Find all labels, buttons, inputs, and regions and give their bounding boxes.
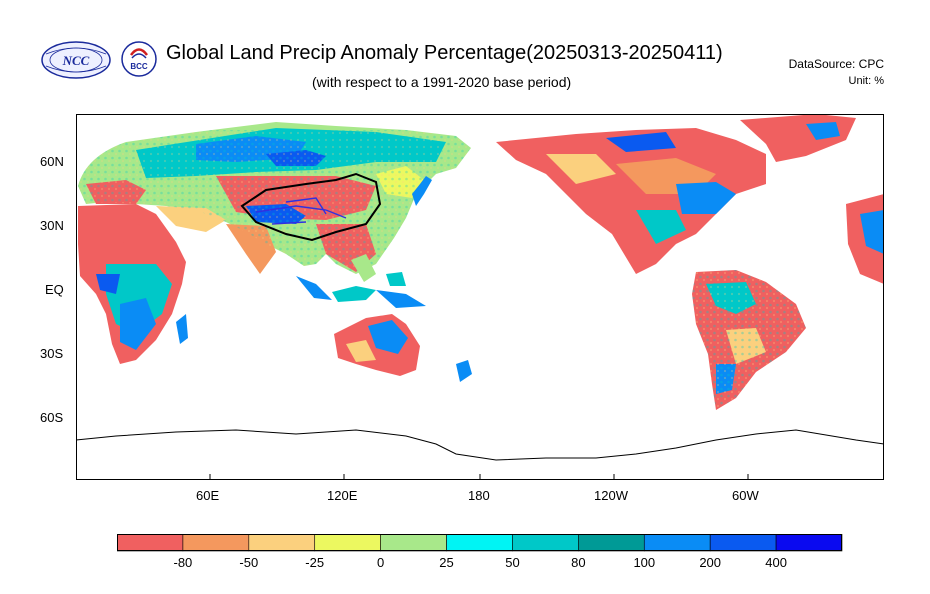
colorbar-cell [182, 534, 250, 552]
land-anomaly-layer [78, 114, 884, 410]
colorbar-cell [775, 534, 843, 552]
unit-label: Unit: % [848, 75, 884, 87]
colorbar-cell [248, 534, 316, 552]
lon-label-60e: 60E [196, 488, 220, 503]
precip-anomaly-map [76, 114, 884, 480]
colorbar-cell [117, 534, 184, 552]
map-title: Global Land Precip Anomaly Percentage(20… [166, 42, 723, 64]
svg-text:BCC: BCC [130, 62, 148, 71]
colorbar-cell [512, 534, 579, 552]
colorbar-label: 25 [439, 555, 454, 570]
map-subtitle: (with respect to a 1991-2020 base period… [312, 74, 572, 90]
data-source-label: DataSource: CPC [788, 57, 884, 71]
colorbar-cells [117, 534, 843, 552]
lon-label-180: 180 [468, 488, 490, 503]
colorbar [117, 534, 843, 552]
lat-label-60s: 60S [40, 410, 64, 425]
colorbar-cell [314, 534, 381, 552]
japan-landmass [412, 176, 432, 206]
colorbar-label: 80 [571, 555, 586, 570]
colorbar-label: 0 [376, 555, 385, 570]
colorbar-label: -50 [239, 555, 259, 570]
antarctica-coast [76, 429, 884, 461]
lon-label-120e: 120E [327, 488, 358, 503]
lat-label-60n: 60N [40, 154, 64, 169]
colorbar-cell [643, 534, 711, 552]
colorbar-label: -25 [305, 555, 325, 570]
colorbar-cell [578, 534, 645, 552]
colorbar-label: 200 [699, 555, 722, 570]
lon-label-60w: 60W [732, 488, 759, 503]
lon-tick-marks [209, 474, 749, 480]
bcc-logo-icon: BCC [121, 41, 157, 77]
lon-label-120w: 120W [594, 488, 628, 503]
province-boundaries [255, 197, 347, 225]
svg-text:NCC: NCC [62, 53, 90, 68]
china-boundary [240, 172, 382, 242]
colorbar-label: 400 [765, 555, 787, 570]
colorbar-cell [709, 534, 777, 552]
colorbar-labels: -80 -50 -25 0 25 50 80 100 200 400 [117, 555, 845, 573]
colorbar-cell [380, 534, 447, 552]
colorbar-label: 50 [505, 555, 520, 570]
colorbar-cell [446, 534, 513, 552]
colorbar-label: 100 [633, 555, 656, 570]
ncc-logo-icon: NCC [41, 41, 111, 79]
colorbar-label: -80 [173, 555, 193, 570]
lat-label-eq: EQ [45, 282, 64, 297]
lat-label-30n: 30N [40, 218, 64, 233]
lat-label-30s: 30S [40, 346, 64, 361]
